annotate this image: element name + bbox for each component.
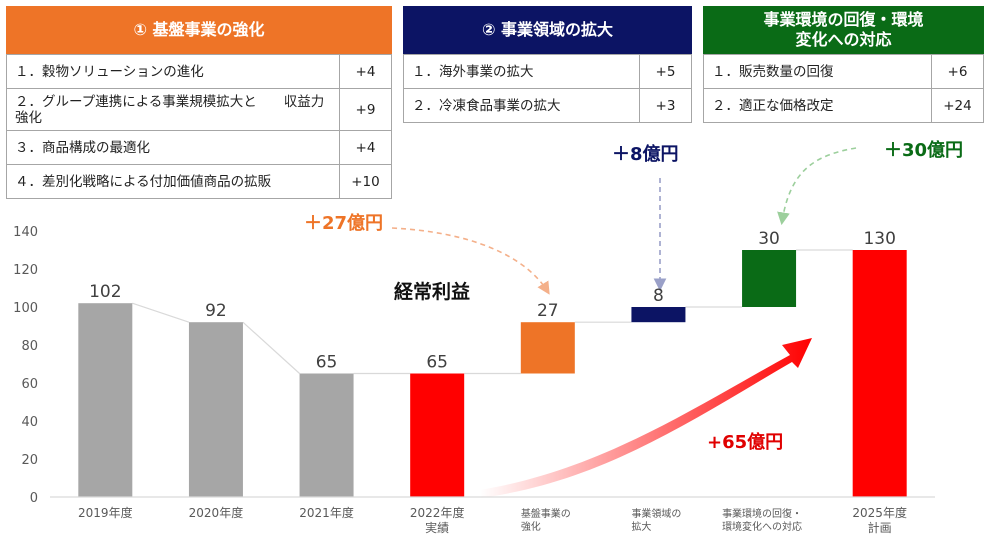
item-label: ２．適正な価格改定 (703, 88, 932, 123)
y-tick-label: 60 (21, 377, 38, 392)
data-label: 102 (89, 282, 121, 302)
bar (188, 322, 243, 497)
table-row: １．海外事業の拡大 +5 (403, 54, 692, 89)
item-value: +3 (639, 88, 692, 123)
data-label: 8 (653, 286, 664, 306)
x-tick-label: 2019年度 (78, 505, 133, 520)
y-tick-label: 20 (21, 453, 38, 468)
table-row: ２．冷凍食品事業の拡大 +3 (403, 88, 692, 123)
y-tick-label: 0 (30, 491, 38, 506)
data-label: 30 (758, 229, 780, 249)
chart-title: 経常利益 (394, 280, 470, 303)
panel-environment-table: １．販売数量の回復 +6 ２．適正な価格改定 +24 (703, 54, 984, 123)
x-tick-label: 事業領域の拡大 (631, 507, 681, 533)
annotation-base-total: ＋27億円 (304, 213, 384, 234)
table-row: １．穀物ソリューションの進化 +4 (6, 54, 392, 89)
item-label: １．穀物ソリューションの進化 (6, 54, 340, 89)
bar (852, 250, 907, 497)
data-label: 65 (316, 353, 338, 373)
item-value: +4 (339, 130, 392, 165)
connector-line (132, 302, 190, 323)
item-label: ４．差別化戦略による付加価値商品の拡販 (6, 164, 340, 199)
item-label: １．海外事業の拡大 (403, 54, 640, 89)
table-row: ３．商品構成の最適化 +4 (6, 130, 392, 165)
y-tick-label: 80 (21, 339, 38, 354)
item-value: +24 (931, 88, 984, 123)
annotation-growth-total: +65億円 (707, 432, 784, 453)
item-value: +10 (339, 164, 392, 199)
bar (520, 322, 575, 374)
x-tick-label: 基盤事業の強化 (521, 507, 571, 533)
table-row: ４．差別化戦略による付加価値商品の拡販 +10 (6, 164, 392, 199)
bar (410, 373, 465, 497)
data-label: 27 (537, 301, 559, 321)
bar (742, 250, 797, 307)
x-tick-label: 2020年度 (189, 505, 244, 520)
x-tick-label: 2025年度計画 (852, 505, 907, 535)
item-label: ２．冷凍食品事業の拡大 (403, 88, 640, 123)
bar (631, 307, 686, 323)
panel-expansion-table: １．海外事業の拡大 +5 ２．冷凍食品事業の拡大 +3 (403, 54, 692, 123)
y-tick-label: 40 (21, 415, 38, 430)
item-label: １．販売数量の回復 (703, 54, 932, 89)
panel-environment: 事業環境の回復・環境変化への対応 １．販売数量の回復 +6 ２．適正な価格改定 +2… (703, 6, 984, 123)
bar (299, 373, 354, 497)
y-tick-label: 100 (13, 301, 38, 316)
item-label: ２．グループ連携による事業規模拡大と 収益力強化 (6, 88, 340, 131)
x-tick-label: 2022年度実績 (410, 505, 465, 535)
bar (78, 303, 133, 497)
item-value: +6 (931, 54, 984, 89)
item-value: +9 (339, 88, 392, 131)
callout-arrow-base (391, 227, 550, 295)
y-tick-label: 140 (13, 225, 38, 240)
table-row: ２．グループ連携による事業規模拡大と 収益力強化 +9 (6, 88, 392, 131)
x-tick-label: 事業環境の回復・環境変化への対応 (722, 507, 802, 533)
annotation-environment-total: ＋30億円 (884, 140, 964, 161)
table-row: ２．適正な価格改定 +24 (703, 88, 984, 123)
x-tick-label: 2021年度 (299, 505, 354, 520)
annotation-expansion-total: ＋8億円 (612, 144, 679, 165)
item-value: +4 (339, 54, 392, 89)
table-row: １．販売数量の回復 +6 (703, 54, 984, 89)
data-label: 92 (205, 301, 227, 321)
data-label: 65 (426, 353, 448, 373)
panel-expansion-title: ② 事業領域の拡大 (403, 6, 692, 54)
panel-expansion: ② 事業領域の拡大 １．海外事業の拡大 +5 ２．冷凍食品事業の拡大 +3 (403, 6, 692, 123)
y-tick-label: 120 (13, 263, 38, 278)
item-label: ３．商品構成の最適化 (6, 130, 340, 165)
connector-line (242, 321, 300, 374)
data-label: 130 (863, 229, 895, 249)
callout-arrow-environment (777, 147, 857, 226)
panel-base-business: ① 基盤事業の強化 １．穀物ソリューションの進化 +4 ２．グループ連携による事業… (6, 6, 392, 199)
panel-environment-title: 事業環境の回復・環境変化への対応 (703, 6, 984, 54)
panel-base-business-title: ① 基盤事業の強化 (6, 6, 392, 54)
item-value: +5 (639, 54, 692, 89)
panel-base-business-table: １．穀物ソリューションの進化 +4 ２．グループ連携による事業規模拡大と 収益力強… (6, 54, 392, 199)
